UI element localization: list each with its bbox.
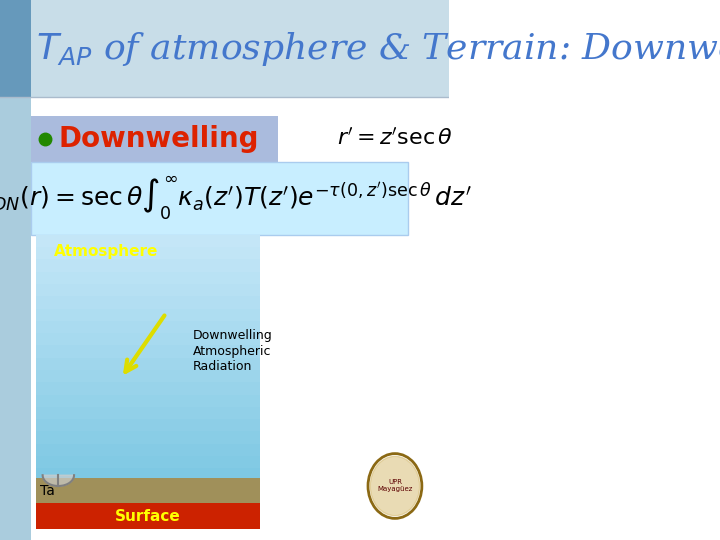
FancyBboxPatch shape xyxy=(36,395,261,407)
Text: $T_{DN}(r) = \sec\theta \int_0^{\infty} \kappa_a(z')T(z')e^{-\tau(0,z')\sec\thet: $T_{DN}(r) = \sec\theta \int_0^{\infty} … xyxy=(0,174,472,222)
FancyBboxPatch shape xyxy=(36,503,261,529)
FancyBboxPatch shape xyxy=(36,444,261,456)
FancyBboxPatch shape xyxy=(36,456,261,468)
FancyBboxPatch shape xyxy=(36,284,261,296)
FancyBboxPatch shape xyxy=(36,431,261,444)
FancyBboxPatch shape xyxy=(0,0,32,540)
FancyBboxPatch shape xyxy=(36,309,261,321)
FancyBboxPatch shape xyxy=(0,0,32,97)
Text: Ta: Ta xyxy=(40,484,55,498)
FancyBboxPatch shape xyxy=(36,407,261,419)
FancyBboxPatch shape xyxy=(36,478,261,505)
FancyBboxPatch shape xyxy=(32,116,278,162)
FancyBboxPatch shape xyxy=(36,419,261,431)
FancyBboxPatch shape xyxy=(32,162,408,235)
FancyBboxPatch shape xyxy=(36,260,261,272)
FancyBboxPatch shape xyxy=(36,247,261,260)
Text: UPR
Mayagüez: UPR Mayagüez xyxy=(377,480,413,492)
Text: Downwelling
Atmospheric
Radiation: Downwelling Atmospheric Radiation xyxy=(193,328,273,374)
Circle shape xyxy=(370,456,420,516)
FancyBboxPatch shape xyxy=(36,468,261,481)
Text: $r'=z'\sec\theta$: $r'=z'\sec\theta$ xyxy=(337,129,453,150)
Text: Surface: Surface xyxy=(115,509,181,524)
FancyBboxPatch shape xyxy=(36,382,261,395)
FancyBboxPatch shape xyxy=(0,0,449,97)
Text: Downwelling: Downwelling xyxy=(58,125,259,153)
Text: $T_{AP}$ of atmosphere & Terrain: Downwelling: $T_{AP}$ of atmosphere & Terrain: Downwe… xyxy=(36,30,720,68)
FancyBboxPatch shape xyxy=(32,0,449,540)
Text: Atmosphere: Atmosphere xyxy=(54,244,158,259)
FancyBboxPatch shape xyxy=(36,333,261,346)
FancyBboxPatch shape xyxy=(36,272,261,284)
FancyBboxPatch shape xyxy=(36,346,261,358)
FancyBboxPatch shape xyxy=(36,296,261,309)
FancyBboxPatch shape xyxy=(36,358,261,370)
FancyBboxPatch shape xyxy=(36,370,261,382)
FancyBboxPatch shape xyxy=(36,235,261,247)
FancyBboxPatch shape xyxy=(36,321,261,333)
Polygon shape xyxy=(42,475,74,486)
